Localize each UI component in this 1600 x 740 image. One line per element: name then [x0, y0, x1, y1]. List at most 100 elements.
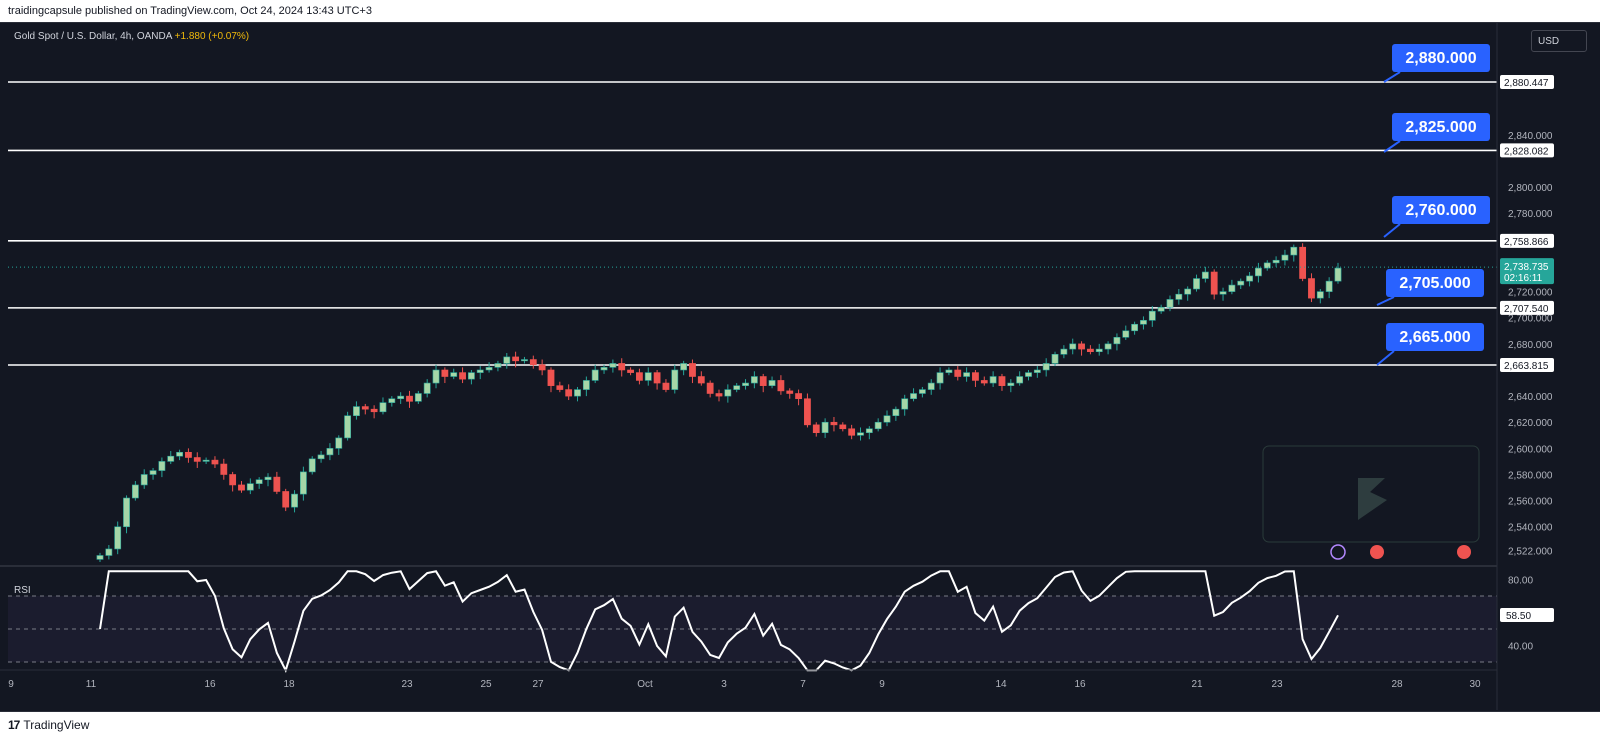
candle-body: [1095, 348, 1103, 352]
candle-body: [1237, 280, 1245, 286]
candle-body: [423, 382, 431, 394]
level-axis-tag: [1500, 358, 1554, 372]
callouts: 2,880.000 2,825.000 2,760.000 2,705.000 2,66…: [1376, 44, 1490, 366]
time-tick-label: 28: [1391, 679, 1403, 690]
time-tick-label: 11: [86, 679, 97, 690]
candle-body: [556, 385, 564, 390]
candle-body: [865, 428, 873, 433]
level-axis-label: 2,828.082: [1504, 146, 1549, 157]
symbol-legend: Gold Spot / U.S. Dollar, 4h, OANDA +1.88…: [14, 31, 249, 42]
candle-body: [1078, 343, 1085, 350]
candle-body: [220, 463, 228, 475]
candle-body: [697, 376, 705, 384]
time-tick-label: 9: [879, 679, 885, 690]
candle-body: [839, 424, 847, 430]
candle-body: [627, 369, 634, 373]
candle-body: [910, 393, 917, 400]
candle-body: [193, 457, 201, 462]
candle-body: [609, 363, 617, 368]
candle-body: [804, 398, 811, 426]
candle-body: [379, 402, 387, 413]
price-tick-label: 2,600.000: [1508, 444, 1553, 455]
candle-body: [1007, 382, 1015, 386]
candle-body: [706, 382, 714, 394]
watermark-logo-icon: [1358, 478, 1387, 520]
candle-body: [936, 372, 944, 384]
candle-body: [1033, 369, 1041, 373]
candle-body: [1166, 299, 1174, 308]
candle-body: [857, 432, 864, 436]
callout-box: [1386, 323, 1484, 351]
candle-body: [954, 369, 962, 377]
event-flag-icon[interactable]: [1370, 545, 1384, 559]
candle-body: [282, 491, 290, 508]
callout-label: 2,665.000: [1399, 329, 1470, 346]
candle-body: [644, 372, 652, 381]
price-tick-label: 2,522.000: [1508, 546, 1553, 557]
extras: [1262, 445, 1480, 560]
price-tick-label: 2,620.000: [1508, 418, 1553, 429]
candle-body: [1104, 343, 1112, 350]
candle-body: [123, 497, 130, 528]
candle-body: [335, 437, 343, 449]
candle-body: [238, 484, 245, 491]
candle-body: [1051, 354, 1059, 364]
callout-pointer: [1376, 350, 1395, 366]
tradingview-logo: 17: [8, 718, 20, 732]
candle-body: [450, 372, 458, 377]
candle-body: [299, 471, 307, 495]
candle-body: [1334, 267, 1342, 282]
level-axis-label: 2,707.540: [1504, 304, 1549, 315]
candle-body: [167, 455, 175, 462]
candle-body: [1210, 271, 1218, 295]
footer-brand: TradingView: [23, 718, 90, 732]
time-tick-label: Oct: [637, 679, 653, 690]
candle-body: [1219, 291, 1227, 295]
candle-body: [821, 421, 829, 433]
candle-body: [264, 476, 272, 481]
price-tick-label: 2,700.000: [1508, 314, 1553, 325]
level-axis-label: 2,880.447: [1504, 78, 1549, 89]
candle-body: [353, 406, 360, 417]
candle-body: [1263, 262, 1271, 269]
candle-body: [1087, 348, 1094, 352]
level-axis-tag: [1500, 143, 1554, 158]
candle-body: [1148, 310, 1156, 321]
candle-body: [812, 424, 820, 433]
level-axis-label: 2,758.866: [1504, 237, 1549, 248]
event-flag-icon[interactable]: [1457, 545, 1471, 559]
candle-body: [176, 451, 183, 457]
candle-body: [874, 421, 882, 430]
candle-body: [538, 364, 546, 371]
candle-body: [883, 415, 891, 423]
callout-pointer: [1383, 140, 1401, 153]
callout-box: [1392, 113, 1490, 141]
footer: 17 TradingView: [8, 718, 89, 732]
candle-body: [1308, 278, 1315, 299]
candle-body: [795, 393, 802, 400]
lightning-icon[interactable]: [1330, 544, 1346, 560]
candle-body: [291, 493, 298, 508]
symbol-change: +1.880 (+0.07%): [174, 31, 250, 42]
candle-body: [1042, 363, 1050, 371]
candle-body: [202, 459, 210, 462]
candle-body: [308, 458, 316, 473]
callout-box: [1392, 196, 1490, 224]
time-tick-label: 3: [721, 679, 727, 690]
rsi-value-tag: [1500, 607, 1554, 622]
candle-body: [565, 389, 573, 397]
candle-body: [317, 454, 325, 460]
candle-body: [618, 363, 626, 371]
currency-selector[interactable]: USD: [1531, 30, 1587, 52]
candle-body: [149, 470, 157, 475]
candle-body: [768, 380, 776, 386]
candle-body: [918, 389, 926, 394]
time-tick-label: 9: [8, 679, 14, 690]
candle-body: [1016, 376, 1024, 384]
candle-body: [972, 372, 979, 381]
candle-body: [512, 356, 520, 362]
candle-body: [980, 380, 988, 384]
candle-body: [1175, 293, 1183, 300]
candle-body: [636, 372, 643, 381]
